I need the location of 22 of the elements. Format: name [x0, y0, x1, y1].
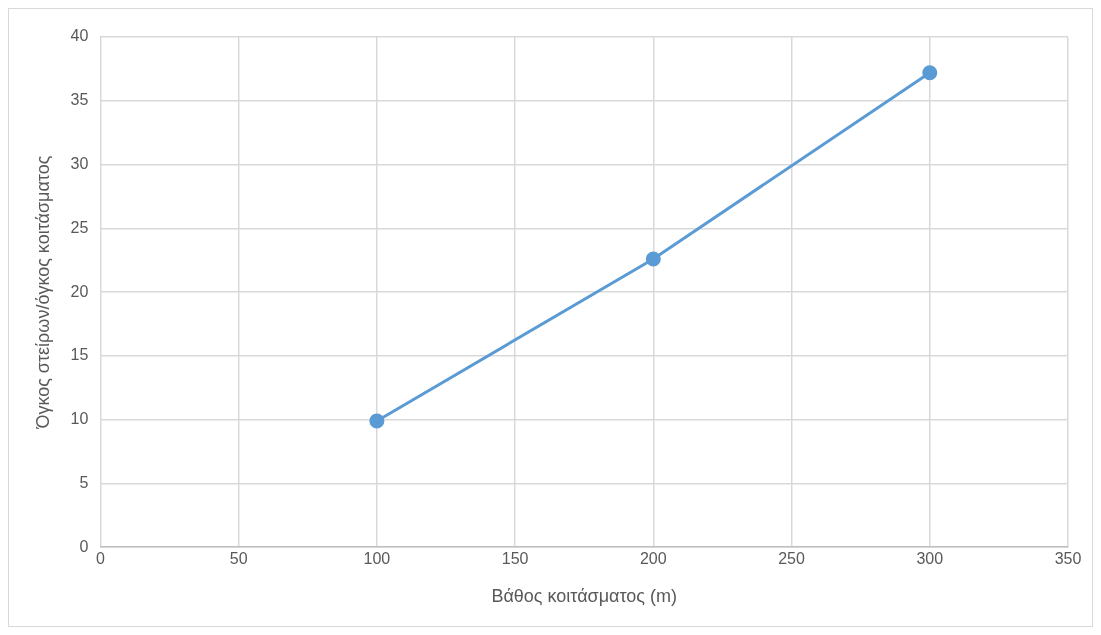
y-tick-label: 20 [70, 282, 89, 300]
point [369, 413, 385, 429]
y-tick-label: 30 [70, 154, 89, 172]
y-tick-label: 5 [79, 473, 89, 491]
y-tick-label: 35 [70, 91, 89, 109]
y-tick-label: 15 [70, 346, 89, 364]
y-tick-label: 25 [70, 218, 89, 236]
x-tick-label: 150 [501, 550, 529, 568]
x-tick-label: 250 [778, 550, 805, 568]
x-tick-label: 100 [363, 550, 391, 568]
y-tick-label: 10 [70, 410, 89, 428]
x-tick-label: 200 [639, 550, 667, 568]
x-tick-label: 50 [229, 550, 248, 568]
point [645, 251, 661, 267]
x-tick-label: 350 [1054, 550, 1082, 568]
x-tick-label: 300 [916, 550, 944, 568]
point [922, 65, 938, 81]
y-tick-label: 0 [79, 537, 89, 555]
x-axis-title: Βάθος κοιτάσματος (m) [491, 586, 677, 607]
y-tick-label: 40 [70, 27, 89, 45]
x-tick-label: 0 [95, 550, 105, 568]
y-axis-title: Όγκος στείρων/όγκος κοιτάσματος [32, 155, 53, 430]
